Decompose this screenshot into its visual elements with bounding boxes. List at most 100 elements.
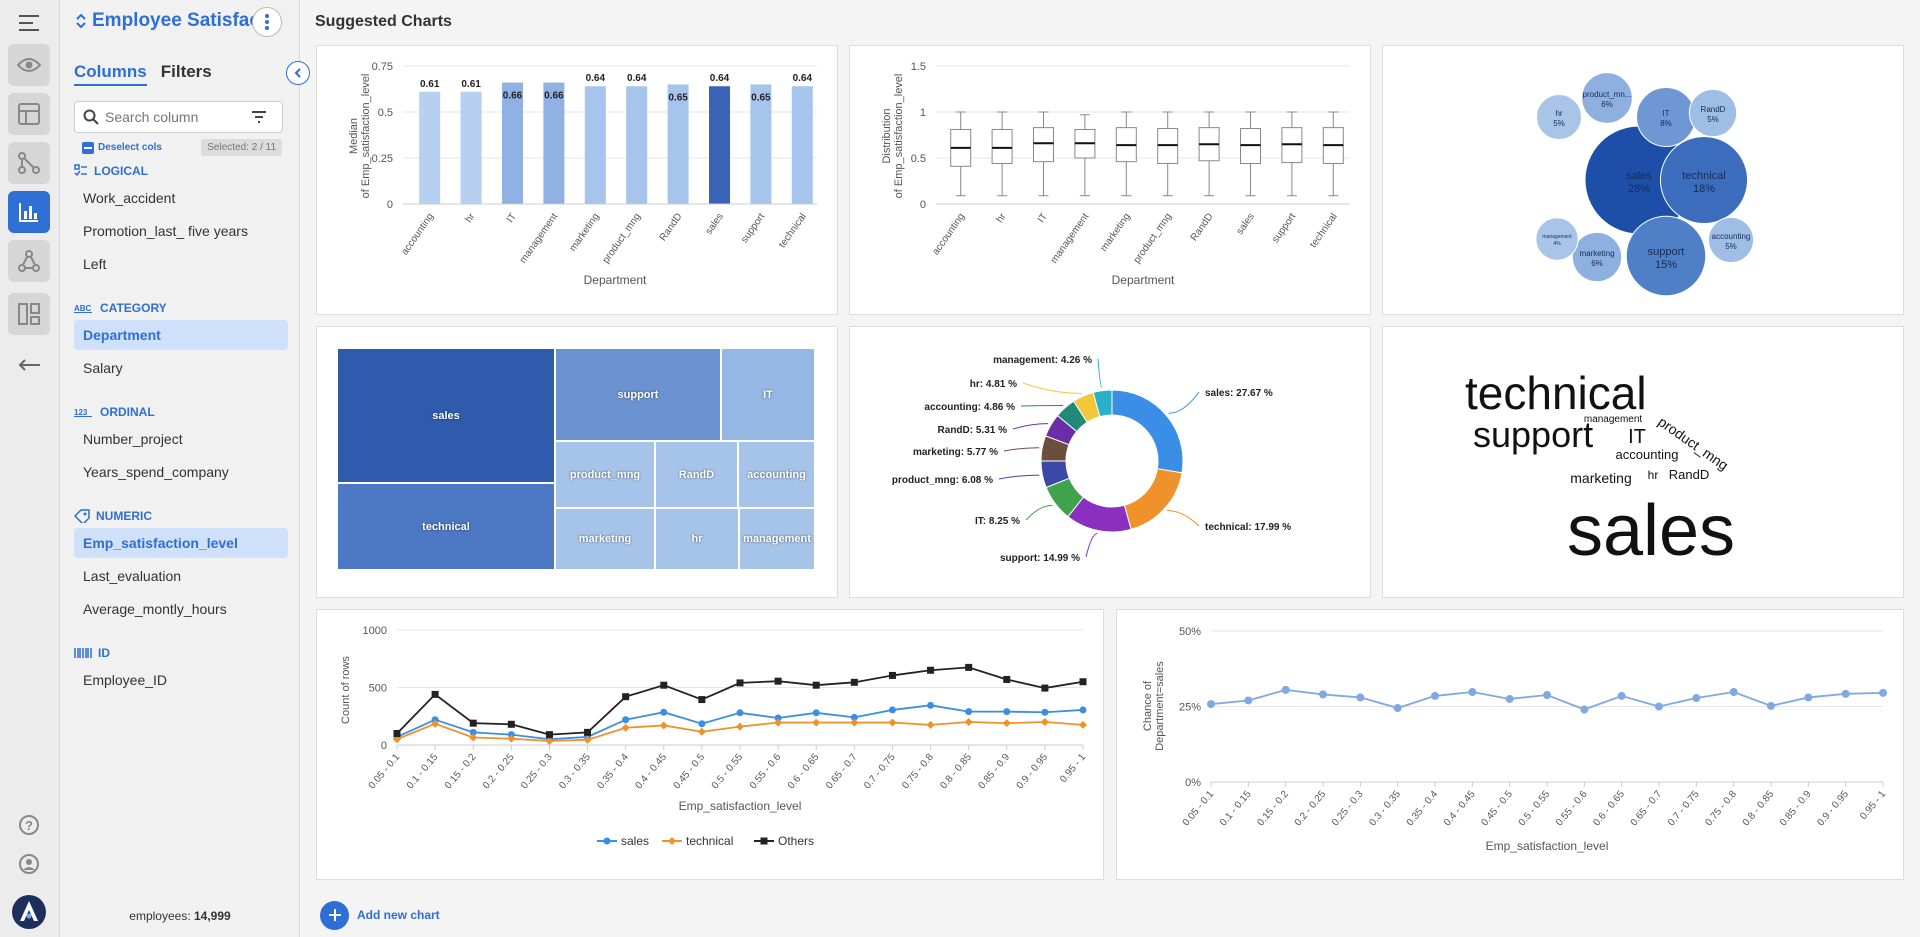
treemap-tile[interactable]: IT: [721, 348, 815, 441]
tab-filters[interactable]: Filters: [160, 62, 212, 81]
data-point[interactable]: [850, 678, 858, 686]
column-item[interactable]: Years_spend_company: [83, 464, 229, 480]
column-item-selected[interactable]: Emp_satisfaction_level: [74, 528, 288, 558]
collapse-sidebar-button[interactable]: [286, 61, 310, 85]
data-point[interactable]: [545, 731, 553, 739]
data-point[interactable]: [1543, 691, 1551, 700]
data-point[interactable]: [964, 718, 973, 726]
data-point[interactable]: [1079, 706, 1087, 714]
data-point[interactable]: [1356, 693, 1365, 702]
menu-icon[interactable]: [8, 2, 50, 44]
data-point[interactable]: [431, 716, 439, 724]
treemap-tile[interactable]: support: [555, 348, 721, 441]
data-point[interactable]: [393, 735, 401, 744]
bubble[interactable]: [1535, 217, 1579, 261]
cloud-word[interactable]: hr: [1648, 468, 1659, 482]
account-icon[interactable]: [8, 843, 50, 885]
column-item[interactable]: Left: [83, 256, 107, 272]
chart-card-count-lines[interactable]: 0 500 1000 0.05 - 0.1 0.1 - 0.15 0.15 - 0.2 0.…: [316, 609, 1104, 880]
data-point[interactable]: [888, 706, 896, 714]
legend-label[interactable]: Others: [778, 834, 814, 848]
column-item[interactable]: Employee_ID: [83, 672, 168, 688]
bubble[interactable]: [1581, 72, 1633, 124]
data-point[interactable]: [1319, 690, 1327, 699]
help-icon[interactable]: ?: [8, 804, 50, 846]
bubble[interactable]: [1688, 88, 1738, 138]
data-point[interactable]: [507, 731, 515, 739]
data-point[interactable]: [736, 722, 744, 731]
data-point[interactable]: [1041, 708, 1049, 716]
deselect-cols-button[interactable]: Deselect cols: [82, 141, 162, 154]
data-point[interactable]: [1040, 718, 1049, 726]
column-search[interactable]: [74, 101, 283, 133]
bar[interactable]: [502, 82, 523, 204]
data-point[interactable]: [698, 720, 706, 728]
bar[interactable]: [419, 91, 441, 204]
data-point[interactable]: [507, 720, 515, 728]
cloud-word[interactable]: technical: [1465, 367, 1647, 419]
data-point[interactable]: [1804, 693, 1813, 702]
data-point[interactable]: [622, 693, 630, 701]
data-point[interactable]: [698, 696, 706, 704]
data-point[interactable]: [736, 709, 744, 717]
column-item[interactable]: Promotion_last_ five years: [83, 223, 248, 239]
more-options-button[interactable]: [252, 7, 282, 37]
bar[interactable]: [460, 91, 482, 204]
bar[interactable]: [709, 86, 730, 204]
data-point[interactable]: [1281, 685, 1290, 694]
data-point[interactable]: [1207, 700, 1215, 709]
dataset-selector[interactable]: Employee Satisfac...: [76, 10, 276, 32]
data-point[interactable]: [1393, 704, 1402, 713]
data-point[interactable]: [850, 718, 859, 727]
column-item[interactable]: Salary: [83, 360, 123, 376]
cloud-word[interactable]: RandD: [1669, 467, 1709, 482]
data-point[interactable]: [1468, 688, 1477, 697]
eye-icon[interactable]: [8, 44, 50, 86]
filter-icon[interactable]: [251, 111, 267, 123]
data-point[interactable]: [1079, 678, 1087, 686]
bar[interactable]: [667, 84, 689, 204]
search-input[interactable]: [105, 109, 245, 125]
data-point[interactable]: [1767, 701, 1775, 710]
data-point[interactable]: [1003, 708, 1011, 716]
layout-icon[interactable]: [8, 93, 50, 135]
data-point[interactable]: [965, 663, 973, 671]
logo-icon[interactable]: [8, 891, 50, 933]
bar[interactable]: [750, 84, 772, 204]
data-point[interactable]: [1003, 675, 1011, 683]
data-point[interactable]: [1041, 684, 1049, 692]
bar[interactable]: [584, 86, 606, 204]
donut-slice[interactable]: [1111, 389, 1184, 474]
data-point[interactable]: [965, 708, 973, 716]
bubble[interactable]: [1707, 216, 1755, 264]
column-item-selected[interactable]: Department: [74, 320, 288, 350]
bubble[interactable]: [1571, 231, 1623, 283]
cloud-word[interactable]: marketing: [1570, 470, 1631, 486]
graph-icon[interactable]: [8, 240, 50, 282]
flow-icon[interactable]: [8, 142, 50, 184]
data-point[interactable]: [697, 727, 706, 736]
chart-card-donut[interactable]: sales: 27.67 % technical: 17.99 % support:…: [849, 326, 1371, 598]
data-point[interactable]: [660, 708, 668, 716]
data-point[interactable]: [736, 679, 744, 687]
data-point[interactable]: [774, 714, 782, 722]
add-chart-label[interactable]: Add new chart: [357, 908, 440, 922]
treemap-tile[interactable]: sales: [337, 348, 555, 483]
data-point[interactable]: [1655, 702, 1663, 711]
data-point[interactable]: [1692, 694, 1701, 703]
treemap-tile[interactable]: product_mng: [555, 441, 655, 508]
data-point[interactable]: [431, 719, 440, 728]
data-point[interactable]: [926, 720, 935, 729]
treemap-tile[interactable]: management: [739, 508, 815, 570]
data-point[interactable]: [927, 666, 935, 674]
bubble[interactable]: [1535, 93, 1583, 141]
bar[interactable]: [543, 82, 565, 204]
data-point[interactable]: [1879, 688, 1887, 697]
data-point[interactable]: [812, 709, 820, 717]
chart-card-chance-line[interactable]: 0% 25% 50% 0.05 - 0.1 0.1 - 0.15 0.15 - 0.2 0.…: [1116, 609, 1904, 880]
data-point[interactable]: [850, 713, 858, 721]
data-point[interactable]: [1079, 720, 1087, 729]
cloud-word[interactable]: product_mng: [1655, 413, 1731, 473]
data-point[interactable]: [660, 681, 668, 689]
chart-card-boxplot[interactable]: 0 0.5 1 1.5 accounting hr IT management marketin…: [849, 45, 1371, 315]
